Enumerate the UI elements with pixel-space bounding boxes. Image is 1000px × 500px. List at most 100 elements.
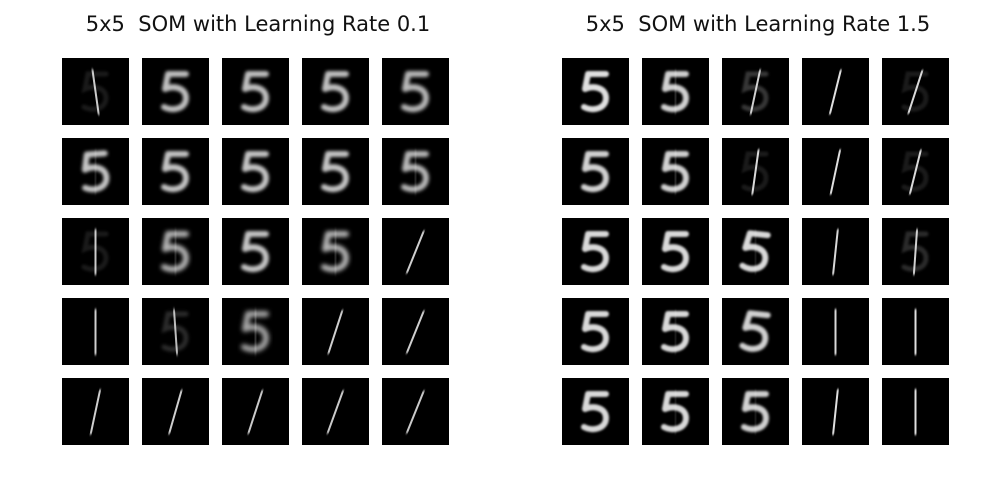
digit-five-image <box>81 149 110 195</box>
som-neuron-4-1 <box>642 378 709 445</box>
som-neuron-4-4 <box>882 378 949 445</box>
digit-one-image <box>831 308 840 356</box>
digit-five-image <box>661 231 689 273</box>
digit-five-image <box>161 151 189 193</box>
digit-one-image <box>91 308 100 356</box>
digit-one-image <box>404 310 427 354</box>
digit-five-image <box>401 71 429 113</box>
som-panel-lr-1-5: 5x5 SOM with Learning Rate 1.5 <box>558 0 978 460</box>
som-neuron-3-2 <box>722 298 789 365</box>
som-neuron-0-1 <box>142 58 209 125</box>
digit-one-image <box>911 308 920 356</box>
som-neuron-0-0 <box>62 58 129 125</box>
som-neuron-1-3 <box>802 138 869 205</box>
digit-five-image <box>321 229 349 275</box>
digit-five-image <box>739 229 771 275</box>
digit-one-image <box>829 388 842 436</box>
som-neuron-3-3 <box>802 298 869 365</box>
digit-five-image <box>741 389 769 435</box>
digit-five-image <box>161 71 189 113</box>
digit-one-image <box>901 149 929 195</box>
som-neuron-4-3 <box>802 378 869 445</box>
digit-five-image <box>581 151 609 193</box>
digit-five-image <box>321 71 349 113</box>
som-neuron-4-4 <box>382 378 449 445</box>
som-neuron-4-0 <box>62 378 129 445</box>
digit-five-image <box>581 311 609 353</box>
som-neuron-0-1 <box>642 58 709 125</box>
digit-one-image <box>166 389 185 435</box>
som-neuron-2-3 <box>802 218 869 285</box>
digit-five-image <box>321 151 349 193</box>
som-neuron-2-4 <box>882 218 949 285</box>
som-neuron-0-2 <box>222 58 289 125</box>
digit-five-image <box>581 71 609 113</box>
som-neuron-1-1 <box>142 138 209 205</box>
digit-five-image <box>581 391 609 433</box>
digit-five-image <box>661 149 689 195</box>
digit-one-image <box>827 149 844 195</box>
som-neuron-0-4 <box>382 58 449 125</box>
som-neuron-1-3 <box>302 138 369 205</box>
digit-five-image <box>241 231 269 273</box>
digit-one-image <box>829 228 842 276</box>
som-neuron-2-3 <box>302 218 369 285</box>
digit-one-image <box>901 69 929 115</box>
som-neuron-1-0 <box>62 138 129 205</box>
digit-five-image <box>241 151 269 193</box>
digit-one-image <box>325 309 346 355</box>
som-neuron-0-4 <box>882 58 949 125</box>
som-neuron-0-3 <box>802 58 869 125</box>
digit-one-image <box>901 228 929 276</box>
digit-five-image <box>241 309 269 355</box>
som-neuron-0-2 <box>722 58 789 125</box>
som-neuron-3-3 <box>302 298 369 365</box>
digit-one-image <box>911 388 920 436</box>
som-neuron-3-1 <box>642 298 709 365</box>
digit-five-image <box>661 69 689 115</box>
som-neuron-3-4 <box>382 298 449 365</box>
som-neuron-1-2 <box>722 138 789 205</box>
digit-five-image <box>161 229 189 275</box>
panel-title: 5x5 SOM with Learning Rate 1.5 <box>585 12 931 36</box>
som-neuron-2-2 <box>222 218 289 285</box>
digit-one-image <box>404 390 427 434</box>
som-neuron-1-4 <box>882 138 949 205</box>
som-neuron-1-1 <box>642 138 709 205</box>
som-neuron-4-2 <box>222 378 289 445</box>
som-neuron-2-1 <box>142 218 209 285</box>
digit-one-image <box>826 69 844 115</box>
som-neuron-1-2 <box>222 138 289 205</box>
som-neuron-4-2 <box>722 378 789 445</box>
som-panel-lr-0-1: 5x5 SOM with Learning Rate 0.1 <box>58 0 478 460</box>
digit-one-image <box>161 308 189 356</box>
digit-one-image <box>245 389 266 435</box>
panel-title: 5x5 SOM with Learning Rate 0.1 <box>85 12 431 36</box>
som-neuron-2-0 <box>62 218 129 285</box>
digit-one-image <box>404 230 427 274</box>
som-neuron-4-3 <box>302 378 369 445</box>
som-grid <box>562 58 949 445</box>
digit-five-image <box>581 231 609 273</box>
digit-one-image <box>741 69 769 115</box>
digit-one-image <box>87 389 104 435</box>
som-neuron-0-0 <box>562 58 629 125</box>
digit-one-image <box>81 68 109 116</box>
som-neuron-3-1 <box>142 298 209 365</box>
digit-five-image <box>241 71 269 113</box>
som-neuron-1-0 <box>562 138 629 205</box>
digit-five-image <box>661 309 689 355</box>
som-neuron-2-2 <box>722 218 789 285</box>
digit-one-image <box>81 228 109 276</box>
som-neuron-3-4 <box>882 298 949 365</box>
som-neuron-2-1 <box>642 218 709 285</box>
som-neuron-2-4 <box>382 218 449 285</box>
digit-five-image <box>661 389 689 435</box>
som-neuron-3-0 <box>62 298 129 365</box>
som-grid <box>62 58 449 445</box>
som-neuron-3-0 <box>562 298 629 365</box>
som-neuron-4-0 <box>562 378 629 445</box>
digit-one-image <box>324 390 346 434</box>
digit-one-image <box>741 149 769 195</box>
